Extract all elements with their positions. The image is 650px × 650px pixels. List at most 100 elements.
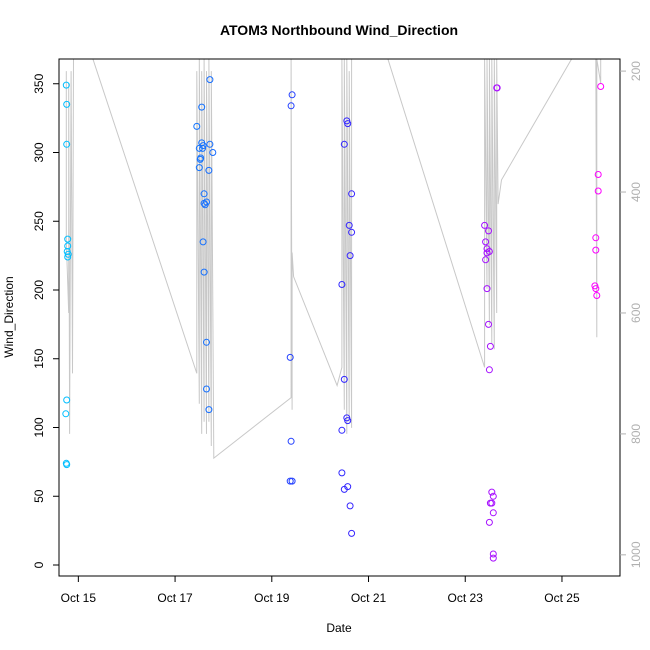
data-point — [199, 142, 207, 150]
data-point — [486, 342, 494, 350]
data-point — [287, 102, 295, 110]
data-point — [205, 166, 213, 174]
data-point — [485, 518, 493, 526]
data-point — [64, 235, 72, 243]
data-point — [205, 406, 213, 414]
data-point — [63, 461, 71, 469]
data-point — [483, 285, 491, 293]
data-point — [348, 228, 356, 236]
x-tick-label: Oct 17 — [157, 591, 193, 605]
data-point — [344, 483, 352, 491]
data-point — [63, 100, 71, 108]
data-point — [485, 366, 493, 374]
data-point — [203, 338, 210, 346]
data-point — [482, 256, 490, 264]
secondary-line — [65, 58, 602, 460]
data-point — [288, 477, 296, 485]
chart-title: ATOM3 Northbound Wind_Direction — [220, 22, 458, 38]
data-point — [338, 469, 346, 477]
data-point — [206, 140, 214, 148]
data-point — [193, 122, 201, 130]
data-point — [485, 248, 493, 255]
data-point — [592, 234, 600, 242]
data-point — [338, 426, 346, 434]
data-point — [198, 103, 206, 111]
data-point — [489, 550, 497, 558]
data-point — [288, 91, 296, 99]
data-point — [348, 529, 356, 537]
y2-tick-label: 200 — [629, 61, 643, 81]
data-point — [286, 353, 294, 361]
data-point — [340, 375, 348, 383]
y-tick-label: 150 — [32, 348, 46, 368]
data-point — [340, 140, 348, 148]
x-tick-label: Oct 23 — [448, 591, 484, 605]
data-point — [489, 492, 497, 500]
y2-tick-label: 400 — [629, 182, 643, 202]
y-tick-label: 250 — [32, 211, 46, 231]
data-point — [199, 238, 207, 246]
x-tick-label: Oct 21 — [351, 591, 387, 605]
data-point — [488, 488, 496, 496]
data-point — [64, 253, 72, 261]
data-point — [481, 221, 489, 229]
data-point — [346, 502, 354, 510]
data-point — [485, 227, 492, 235]
data-point — [592, 285, 600, 293]
data-point — [196, 155, 204, 163]
data-point — [594, 187, 602, 195]
data-point — [489, 554, 497, 562]
data-point — [344, 120, 352, 128]
y2-tick-label: 600 — [629, 303, 643, 323]
y2-tick-label: 1000 — [629, 541, 643, 568]
x-tick-label: Oct 25 — [544, 591, 580, 605]
y-tick-label: 350 — [32, 73, 46, 93]
data-point — [286, 477, 294, 485]
data-point — [62, 410, 70, 418]
data-point — [489, 509, 497, 517]
data-point — [64, 250, 72, 258]
x-tick-label: Oct 15 — [61, 591, 97, 605]
data-point — [195, 164, 203, 172]
y-tick-label: 300 — [32, 142, 46, 162]
x-axis-label: Date — [326, 621, 352, 635]
y-tick-label: 50 — [32, 489, 46, 503]
x-tick-label: Oct 19 — [254, 591, 290, 605]
data-point — [63, 140, 71, 148]
y2-tick-label: 800 — [629, 424, 643, 444]
data-point — [203, 198, 210, 206]
secondary-line-series — [65, 58, 602, 460]
data-point — [493, 84, 501, 92]
data-point — [348, 190, 356, 198]
data-point — [597, 83, 605, 90]
data-point — [338, 281, 346, 288]
data-point — [485, 320, 492, 328]
data-point — [592, 246, 600, 254]
data-point — [594, 171, 602, 178]
x-axis: Oct 15 Oct 17 Oct 19 Oct 21 Oct 23 Oct 25 — [61, 576, 580, 605]
data-point — [206, 76, 214, 84]
y-tick-label: 200 — [32, 280, 46, 300]
data-point — [200, 190, 208, 198]
wind-direction-points — [62, 76, 605, 562]
data-point — [209, 149, 217, 156]
data-point — [200, 268, 208, 276]
y-tick-label: 0 — [32, 561, 46, 568]
secondary-y-axis: 200 400 600 800 1000 — [620, 61, 643, 568]
y-axis: 0 50 100 150 200 250 300 350 — [32, 73, 59, 568]
data-point — [346, 252, 354, 260]
data-point — [345, 221, 353, 229]
data-point — [482, 238, 490, 246]
data-point — [63, 396, 71, 404]
data-point — [203, 385, 210, 393]
data-point — [488, 499, 496, 507]
data-point — [62, 81, 70, 89]
data-point — [593, 292, 601, 299]
data-point — [344, 417, 352, 425]
data-point — [287, 437, 295, 445]
y-tick-label: 100 — [32, 417, 46, 437]
plot-frame — [58, 58, 621, 577]
data-point — [199, 144, 207, 152]
y-axis-label: Wind_Direction — [2, 276, 16, 357]
